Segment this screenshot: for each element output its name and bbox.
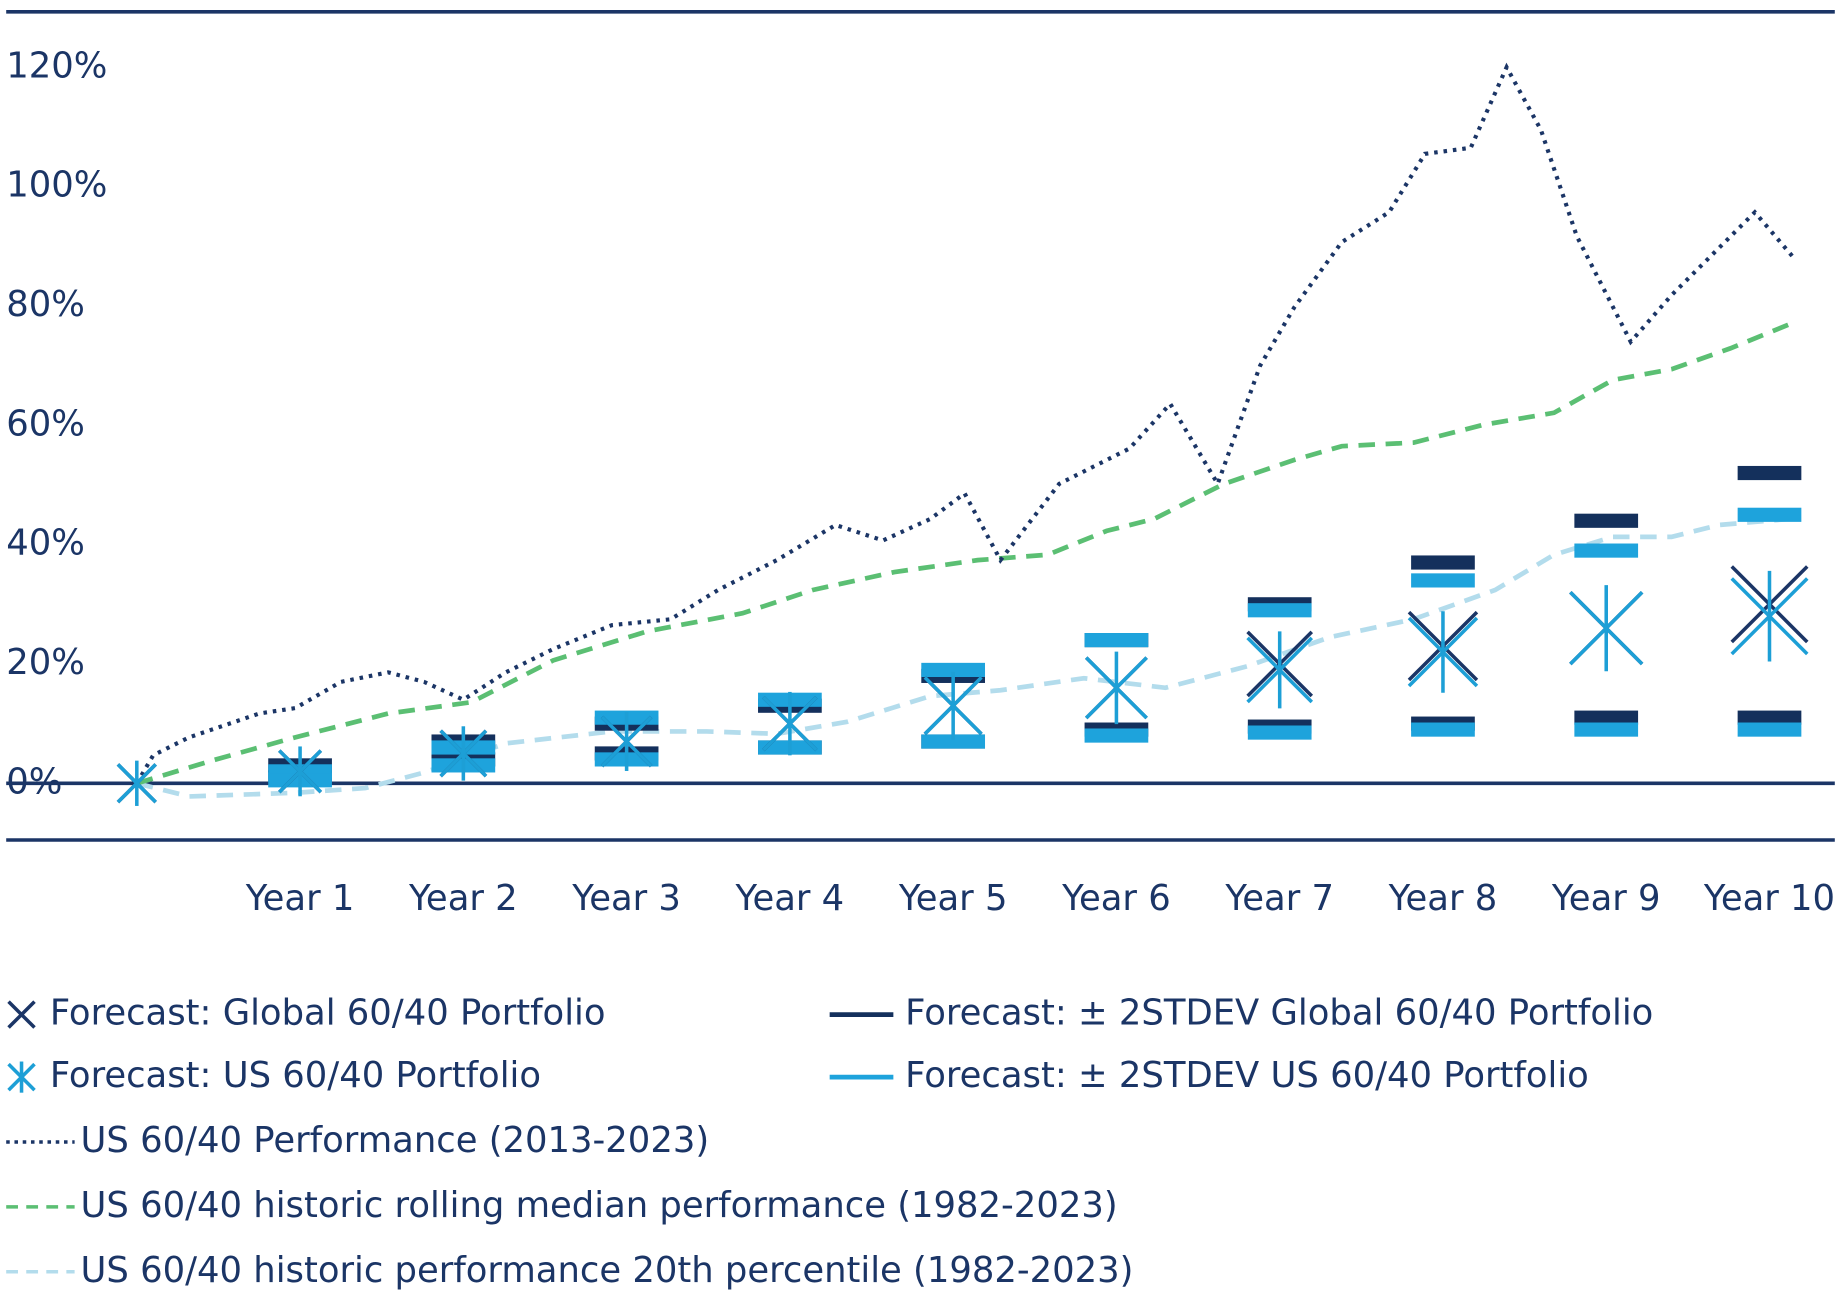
stdev-bar <box>1411 722 1475 737</box>
forecast-marker <box>762 691 818 756</box>
legend-label: Forecast: ± 2STDEV US 60/40 Portfolio <box>905 1055 1589 1096</box>
x-tick-label: Year 7 <box>1224 878 1334 919</box>
forecast-marker <box>1569 585 1644 672</box>
forecast-marker <box>600 712 653 771</box>
x-tick-label: Year 3 <box>571 878 681 919</box>
forecast-marker <box>1246 631 1314 709</box>
y-tick-label: 20% <box>6 642 85 683</box>
y-tick-label: 60% <box>6 403 85 444</box>
stdev-bar <box>1574 722 1639 737</box>
legend-symbol <box>7 1000 36 1029</box>
stdev-bar <box>1574 710 1639 725</box>
stdev-bar <box>1737 722 1802 737</box>
x-tick-label: Year 1 <box>245 878 355 919</box>
forecast-marker <box>1730 570 1809 662</box>
x-tick-label: Year 6 <box>1061 878 1171 919</box>
legend-symbol <box>7 1061 36 1093</box>
x-tick-label: Year 2 <box>408 878 518 919</box>
series-line <box>136 516 1790 799</box>
forecast-marker <box>116 760 157 806</box>
series-line <box>136 322 1790 786</box>
legend-label: US 60/40 historic performance 20th perce… <box>81 1250 1134 1291</box>
x-tick-label: Year 9 <box>1551 878 1661 919</box>
stdev-bar <box>1247 603 1312 618</box>
legend-label: Forecast: ± 2STDEV Global 60/40 Portfoli… <box>905 993 1653 1034</box>
forecast-marker <box>1084 651 1148 725</box>
stdev-bar <box>1084 728 1149 743</box>
stdev-bar <box>1737 710 1802 725</box>
x-tick-label: Year 8 <box>1388 878 1498 919</box>
y-tick-label: 40% <box>6 523 85 564</box>
forecast-marker <box>439 726 488 781</box>
stdev-bar <box>1247 725 1312 740</box>
y-tick-label: 120% <box>6 45 107 86</box>
stdev-bar <box>1411 573 1475 588</box>
stdev-bar <box>1574 543 1639 558</box>
y-tick-label: 80% <box>6 284 85 325</box>
x-tick-label: Year 10 <box>1703 878 1835 919</box>
forecast-marker <box>278 746 323 797</box>
stdev-bar <box>1737 465 1802 481</box>
stdev-bar <box>921 734 986 749</box>
series-line <box>135 62 1798 785</box>
x-tick-label: Year 5 <box>898 878 1008 919</box>
stdev-bar <box>1574 513 1639 528</box>
legend-label: US 60/40 historic rolling median perform… <box>81 1185 1118 1226</box>
forecast-marker <box>1407 611 1479 693</box>
forecast-marker <box>923 671 983 740</box>
marker-stroke <box>7 1000 36 1029</box>
stdev-bar <box>1737 507 1802 522</box>
stdev-bar <box>1411 555 1475 570</box>
y-tick-label: 100% <box>6 165 107 206</box>
legend-label: US 60/40 Performance (2013-2023) <box>81 1120 710 1161</box>
stdev-bar <box>921 662 986 678</box>
legend-label: Forecast: US 60/40 Portfolio <box>50 1055 541 1096</box>
stdev-bar <box>1084 633 1149 648</box>
x-tick-label: Year 4 <box>735 878 845 919</box>
legend-label: Forecast: Global 60/40 Portfolio <box>50 993 606 1034</box>
